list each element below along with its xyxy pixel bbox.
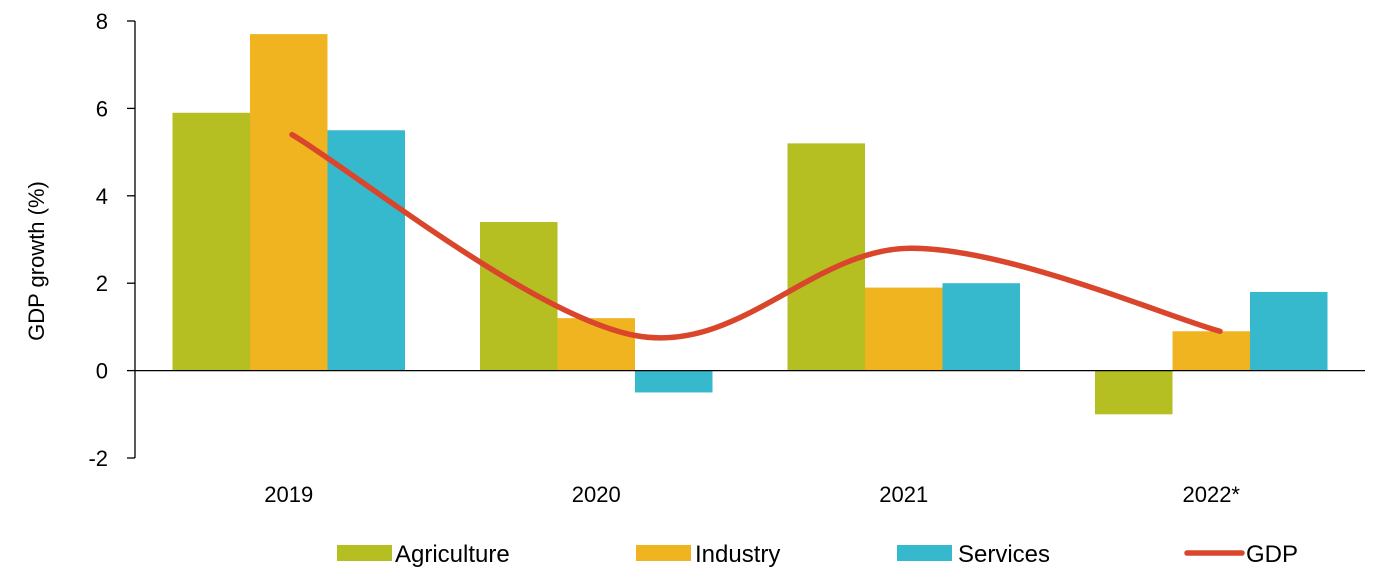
legend-swatch [897,545,952,561]
x-axis: 2019 2020 2021 2022* [135,369,1365,507]
x-tick-label: 2022* [1182,482,1240,507]
bar-industry-2020 [557,318,635,371]
legend-label: Agriculture [395,541,510,568]
bar-services-2022 [1250,291,1328,371]
bar-services-2021 [942,283,1020,371]
legend-item-services: Services [897,541,1050,568]
y-tick-label: -2 [88,446,108,471]
legend-swatch [337,545,392,561]
bar-industry-2019 [250,34,328,371]
y-tick-label: 0 [96,359,108,384]
bars [172,34,1328,415]
legend-swatch [636,545,691,561]
x-tick-label: 2021 [879,482,928,507]
x-tick-label: 2020 [572,482,621,507]
legend-label: Industry [695,541,780,568]
x-tick-label: 2019 [264,482,313,507]
legend-label: Services [958,541,1050,568]
legend-item-industry: Industry [636,541,780,568]
y-axis-title: GDP growth (%) [24,181,49,341]
bar-agriculture-2022 [1095,370,1173,415]
y-tick-label: 2 [96,271,108,296]
y-axis: -2 0 2 4 6 8 [88,9,136,471]
legend-label: GDP [1246,541,1298,568]
bar-industry-2021 [865,287,943,371]
legend-item-agriculture: Agriculture [337,541,510,568]
bar-agriculture-2021 [787,143,865,371]
legend: Agriculture Industry Services GDP [337,541,1298,568]
y-tick-label: 8 [96,9,108,34]
y-tick-label: 6 [96,96,108,121]
bar-industry-2022 [1172,331,1250,371]
gdp-line-layer [289,131,1223,341]
bar-agriculture-2019 [172,112,250,371]
legend-item-gdp: GDP [1184,541,1298,568]
bar-agriculture-2020 [480,222,558,371]
y-tick-label: 4 [96,184,108,209]
bar-services-2020 [635,370,713,393]
gdp-line [289,131,1223,341]
